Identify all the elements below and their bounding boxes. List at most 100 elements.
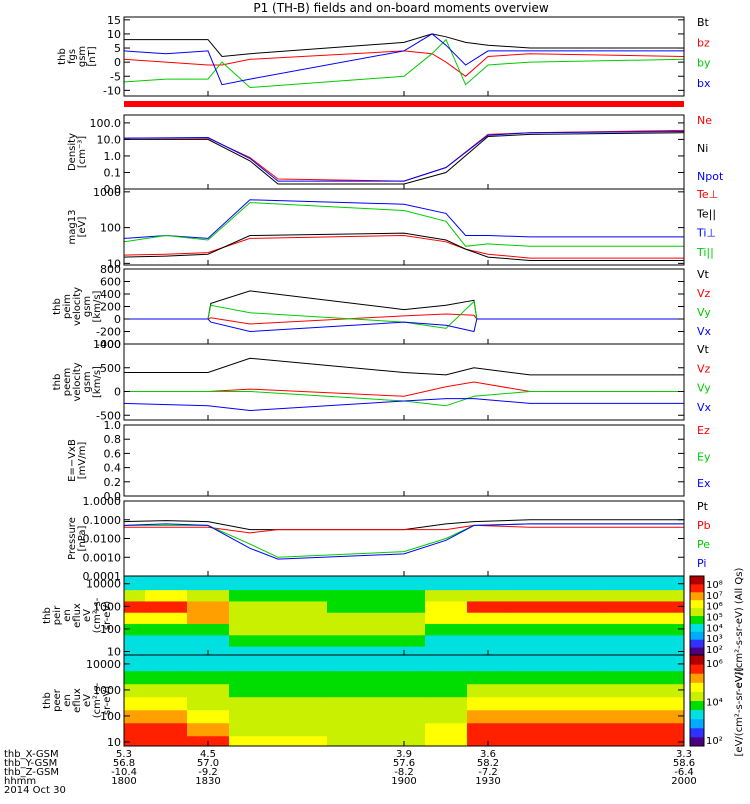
y-axis-label: peim — [62, 294, 73, 319]
legend-Vt: Vt — [697, 268, 710, 281]
spectrogram-cell — [425, 670, 468, 685]
spectrogram-cell — [425, 696, 468, 711]
x-row-label: thb_Y-GSM — [4, 758, 57, 769]
spectrogram-cell — [467, 623, 510, 636]
colorbar-swatch — [690, 631, 704, 640]
y-tick-label: 0.1 — [104, 166, 122, 179]
y-axis-label: [nPa] — [77, 525, 88, 551]
y-axis-label: Density — [67, 133, 78, 171]
legend-Ex: Ex — [697, 477, 711, 490]
series-line-bz — [123, 50, 685, 77]
spectrogram-cell — [327, 576, 426, 591]
legend-Vx: Vx — [697, 325, 712, 338]
y-axis-label: eflux — [72, 603, 83, 628]
x-row-value: -9.2 — [198, 767, 218, 778]
series-line-Vt — [124, 290, 684, 320]
spectrogram-cell — [145, 735, 188, 747]
x-row-value: 1930 — [475, 776, 500, 787]
x-axis-annotation: thb_X-GSM 5.3 4.5 3.9 3.6 3.3 thb_Y-GSM 56.8 57.… — [4, 749, 697, 796]
spectrogram-cell — [187, 670, 230, 685]
spectrogram-cell — [607, 709, 685, 724]
series-line-Ti|| — [123, 202, 684, 247]
colorbar-swatch — [690, 718, 704, 729]
y-tick-label: 1000 — [93, 186, 121, 199]
y-tick-label: -400 — [96, 338, 121, 351]
y-tick-label: 100.0 — [90, 117, 122, 130]
y-tick-label: 0.0 — [104, 183, 122, 196]
y-axis-label: velocity — [72, 287, 83, 326]
panel-peir_spec: 10000 1000 100 10 thb peir en eflux eV (cm²-s-sr-… — [42, 575, 685, 659]
legend-Ti||: Ti|| — [696, 246, 714, 259]
spectrogram-cell — [124, 655, 146, 672]
colorbar-swatch — [690, 664, 704, 674]
series-line-Bt — [124, 33, 684, 58]
y-tick-label: -500 — [96, 409, 121, 422]
spectrogram-cell — [467, 634, 510, 647]
colorbar-swatch — [690, 576, 704, 585]
y-axis-label: thb — [42, 607, 53, 624]
spectrogram-cell — [425, 600, 468, 613]
spectrogram-cell — [509, 722, 608, 737]
colorbar-swatch — [690, 691, 704, 701]
colorbar-label: [eV/(cm²-s-sr-eV)] — [734, 667, 745, 756]
y-axis-label: en — [62, 609, 73, 622]
spectrogram-cell — [327, 612, 426, 625]
legend-bz: bz — [697, 36, 710, 49]
colorbar-tick-label: 10⁶ — [706, 602, 723, 613]
y-tick-label: 0.8 — [104, 433, 122, 446]
spectrogram-cell — [607, 683, 685, 698]
y-axis-label: thb — [42, 692, 53, 709]
x-row-label: thb_X-GSM — [4, 749, 59, 760]
spectrogram-cell — [187, 722, 230, 737]
y-axis-label: [km/s] — [92, 290, 103, 322]
y-tick-label: 500 — [100, 362, 121, 375]
colorbar-tick-label: 10² — [706, 645, 723, 656]
y-tick-label: 0 — [114, 56, 121, 69]
spectrogram-cell — [327, 735, 426, 747]
spectrogram-cell — [229, 735, 328, 747]
spectrogram-cell — [509, 735, 608, 747]
legend-Vy: Vy — [697, 306, 711, 319]
spectrogram-cell — [229, 722, 328, 737]
colorbar-tick-label: 10⁴ — [706, 623, 723, 634]
spectrogram-cell — [425, 612, 468, 625]
legend-Pb: Pb — [697, 519, 711, 532]
spectrogram-cell — [607, 576, 685, 591]
spectrogram-cell — [327, 589, 426, 602]
x-row-value: 3.3 — [676, 749, 692, 760]
spectrogram-cell — [509, 696, 608, 711]
spectrogram-cell — [467, 612, 510, 625]
spectrogram-cell — [467, 589, 510, 602]
legend-Ne: Ne — [697, 114, 712, 127]
spectrogram-cell — [467, 655, 510, 672]
spectrogram-cell — [187, 655, 230, 672]
spectrogram-cell — [327, 709, 426, 724]
y-tick-label: 10 — [107, 736, 121, 749]
legend-Pi: Pi — [697, 557, 706, 570]
spectrogram-cell — [607, 655, 685, 672]
y-tick-label: 1000 — [93, 338, 121, 351]
spectrogram-cell — [187, 696, 230, 711]
spectrogram-cell — [145, 655, 188, 672]
panel-frame — [123, 188, 685, 266]
spectrogram-cell — [187, 683, 230, 698]
spectrogram-cell — [467, 696, 510, 711]
legend-Te⊥: Te⊥ — [696, 188, 718, 201]
x-row-value: -6.4 — [674, 767, 694, 778]
series-line-Te|| — [123, 232, 684, 261]
y-tick-label: 600 — [100, 276, 121, 289]
y-axis-label: thb — [57, 48, 68, 65]
spectrogram-cell — [607, 646, 685, 656]
series-line-Pt — [123, 519, 684, 531]
x-row-value: -10.4 — [111, 767, 137, 778]
colorbar-label: eV/(cm²-s-sr-eV) (All Qs) — [734, 568, 745, 689]
x-row-value: -8.2 — [394, 767, 414, 778]
spectrogram-cell — [124, 709, 146, 724]
spectrogram-cell — [607, 589, 685, 602]
y-axis-label: velocity — [72, 362, 83, 401]
spectrogram-cell — [124, 646, 146, 656]
y-axis-label: [nT] — [87, 46, 98, 66]
x-row-value: 1830 — [195, 776, 220, 787]
spectrogram-cell — [187, 623, 230, 636]
